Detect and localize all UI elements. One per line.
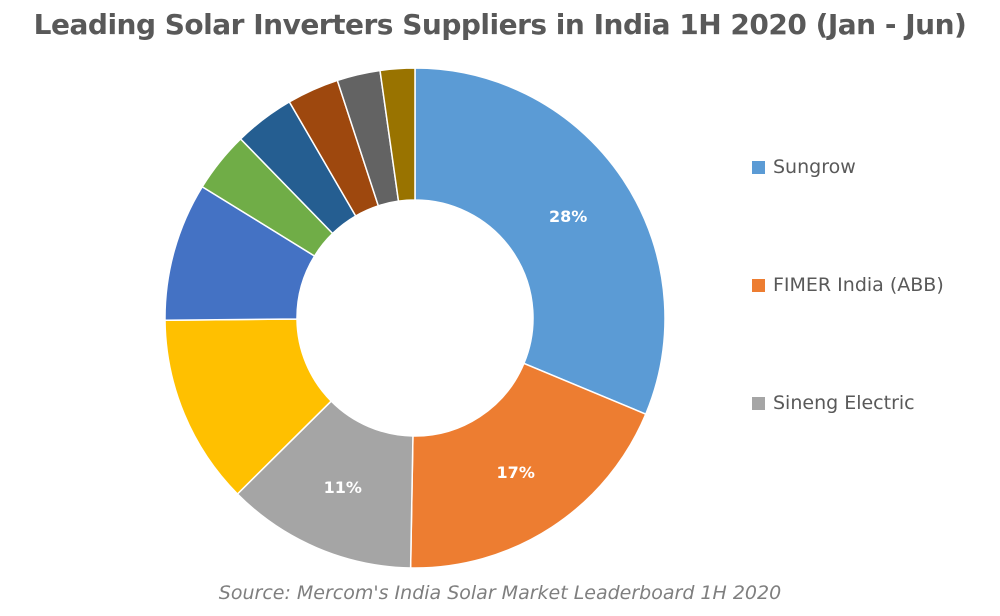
legend-swatch [752, 278, 765, 292]
data-label: 17% [497, 463, 535, 482]
legend-label: FIMER India (ABB) [773, 274, 944, 296]
legend-label: Sungrow [773, 156, 856, 178]
chart-source: Source: Mercom's India Solar Market Lead… [218, 582, 782, 604]
legend-item: Sungrow [752, 156, 856, 178]
legend-label: Sineng Electric [773, 392, 915, 414]
legend-swatch [752, 160, 765, 174]
donut-slice-sungrow [414, 67, 666, 416]
donut-slice-fimer-india-abb- [409, 362, 647, 569]
donut-slice-9 [379, 67, 416, 203]
legend-swatch [752, 396, 765, 410]
legend-item: Sineng Electric [752, 392, 915, 414]
chart-title: Leading Solar Inverters Suppliers in Ind… [33, 8, 967, 41]
data-label: 28% [549, 207, 587, 226]
legend-item: FIMER India (ABB) [752, 274, 944, 296]
data-label: 11% [324, 478, 362, 497]
